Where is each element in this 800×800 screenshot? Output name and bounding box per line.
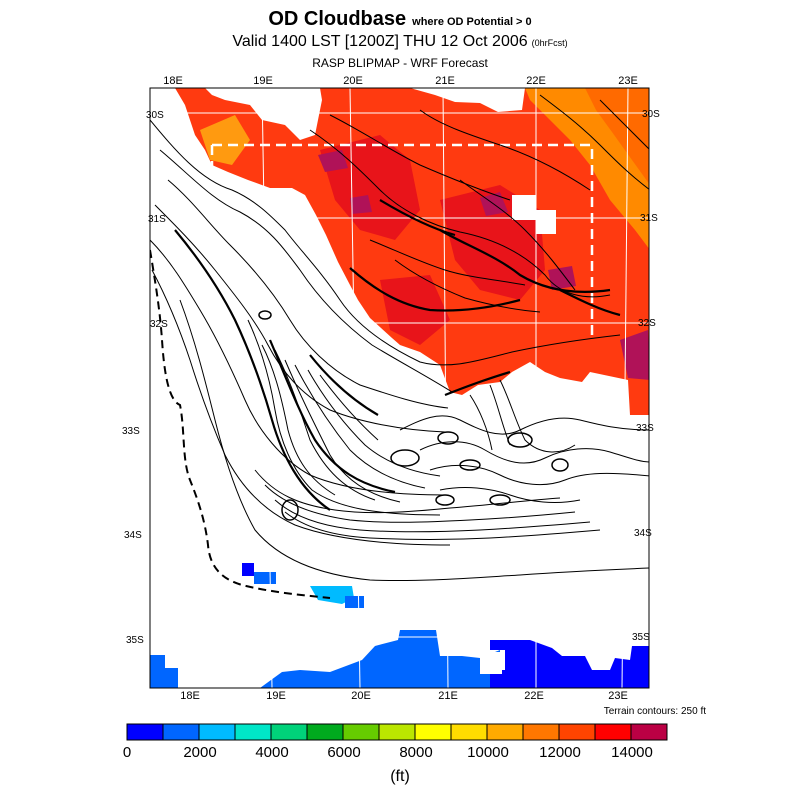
- colorbar-swatch: [306, 723, 344, 741]
- field-purple-1: [318, 150, 348, 172]
- map-title: OD Cloudbase: [268, 8, 407, 30]
- colorbar-tick-label: 4000: [255, 744, 289, 761]
- field-blue-cape-2: [254, 572, 276, 584]
- field-hole-3: [512, 195, 536, 220]
- colorbar-swatch: [162, 723, 200, 741]
- lat-label-right: 34S: [634, 528, 652, 539]
- colorbar-swatch: [126, 723, 164, 741]
- lon-label-top: 18E: [163, 75, 183, 87]
- lat-label-right: 31S: [640, 213, 658, 224]
- lat-label-left: 31S: [148, 214, 166, 225]
- field-hole-4: [536, 210, 556, 234]
- map-frame: [149, 87, 650, 689]
- lon-label-top: 23E: [618, 75, 638, 87]
- lon-label-bottom: 20E: [351, 690, 371, 702]
- terrain-contours: [150, 94, 649, 582]
- field-purple-3: [548, 266, 576, 290]
- field-blue-cape-1: [242, 563, 254, 576]
- title-qualifier: where OD Potential > 0: [412, 16, 532, 28]
- colorbar-tick-label: 2000: [183, 744, 217, 761]
- colorbar-swatch: [198, 723, 236, 741]
- colorbar-swatch: [414, 723, 452, 741]
- lon-label-bottom: 18E: [180, 690, 200, 702]
- lat-label-right: 32S: [638, 318, 656, 329]
- colorbar-swatch: [558, 723, 596, 741]
- colorbar: [126, 723, 668, 741]
- lon-label-top: 21E: [435, 75, 455, 87]
- title-line: OD Cloudbase where OD Potential > 0: [0, 8, 800, 31]
- colorbar-swatch: [594, 723, 632, 741]
- field-hole-5: [480, 652, 502, 674]
- colorbar-tick-label: 12000: [539, 744, 581, 761]
- colorbar-swatch: [630, 723, 668, 741]
- colorbar-tick-label: 6000: [327, 744, 361, 761]
- coastline: [150, 249, 331, 599]
- field-blue-south-2: [260, 630, 500, 688]
- field-cyan-cape: [310, 586, 354, 604]
- colorbar-swatch: [486, 723, 524, 741]
- lon-label-top: 22E: [526, 75, 546, 87]
- lon-label-top: 20E: [343, 75, 363, 87]
- field-blue-cape-3: [345, 596, 364, 608]
- map-field: [150, 88, 649, 688]
- field-purple-4: [620, 330, 649, 380]
- lon-label-bottom: 19E: [266, 690, 286, 702]
- lat-label-left: 34S: [124, 530, 142, 541]
- lat-label-left: 32S: [150, 319, 168, 330]
- colorbar-swatch: [450, 723, 488, 741]
- lat-label-right: 30S: [642, 109, 660, 120]
- colorbar-swatch: [270, 723, 308, 741]
- lat-label-right: 35S: [632, 632, 650, 643]
- model-name: RASP BLIPMAP - WRF Forecast: [312, 56, 488, 70]
- lat-label-left: 30S: [146, 110, 164, 121]
- field-hole-2: [410, 88, 525, 112]
- field-blue-south: [150, 655, 178, 688]
- colorbar-swatch: [522, 723, 560, 741]
- terrain-contours-bold: [174, 199, 621, 511]
- forecast-tag: (0hrFcst): [531, 38, 568, 48]
- field-red: [175, 88, 649, 415]
- field-blue-dark: [490, 640, 649, 688]
- colorbar-tick-label: 10000: [467, 744, 509, 761]
- colorbar-swatch: [234, 723, 272, 741]
- inner-domain-box: [210, 143, 594, 340]
- valid-time: Valid 1400 LST [1200Z] THU 12 Oct 2006 (0…: [0, 33, 800, 51]
- lat-label-right: 33S: [636, 423, 654, 434]
- field-hole-1: [205, 88, 322, 140]
- colorbar-units: (ft): [390, 768, 410, 785]
- lon-label-bottom: 21E: [438, 690, 458, 702]
- colorbar-tick-label: 0: [122, 744, 132, 761]
- lon-label-bottom: 22E: [524, 690, 544, 702]
- colorbar-swatch: [342, 723, 380, 741]
- lon-label-top: 19E: [253, 75, 273, 87]
- colorbar-tick-label: 8000: [399, 744, 433, 761]
- colorbar-swatch: [378, 723, 416, 741]
- lat-label-left: 35S: [126, 635, 144, 646]
- colorbar-tick-label: 14000: [611, 744, 653, 761]
- terrain-contour-rings: [258, 310, 569, 521]
- field-purple-2: [350, 195, 372, 214]
- field-deepred-3: [380, 275, 450, 345]
- terrain-contour-note: Terrain contours: 250 ft: [603, 706, 706, 717]
- valid-time-text: Valid 1400 LST [1200Z] THU 12 Oct 2006: [232, 33, 528, 50]
- lat-label-left: 33S: [122, 426, 140, 437]
- field-orange-2: [585, 88, 649, 184]
- lon-label-bottom: 23E: [608, 690, 628, 702]
